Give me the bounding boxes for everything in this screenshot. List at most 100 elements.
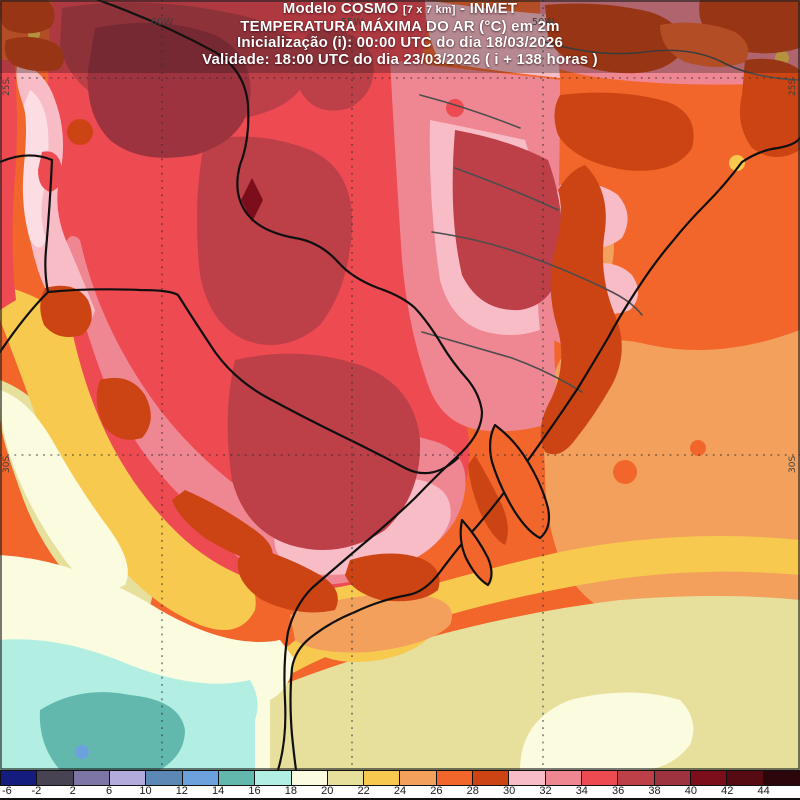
map-frame [0,0,800,770]
temp-region [520,692,694,770]
temp-region [87,22,251,158]
bolivia-border [0,154,54,294]
colorbar-cell [218,771,256,785]
colorbar-cell [509,771,546,785]
temp-region [540,165,622,455]
colorbar-cell [291,771,328,785]
temp-region [270,536,800,674]
colorbar-tick: 18 [284,785,298,797]
paraguay-river-border [96,0,484,770]
bottom-rule [0,798,800,800]
temp-regions [0,0,800,770]
colorbar-cell [727,771,764,785]
temp-region [690,440,706,456]
colorbar-tick: 10 [139,785,152,797]
temp-region [545,3,682,74]
colorbar-tick: 42 [721,785,734,797]
state-border-line [419,94,521,129]
temp-region [0,390,128,590]
colorbar-cell [109,771,147,785]
colorbar-tick: 32 [539,785,552,797]
weather-map: 60W 55W 50W 25S 30S 25S 30S [0,0,800,770]
colorbar-cell [146,771,183,785]
colorbar-tick: 22 [357,785,370,797]
temp-region [38,151,63,192]
colorbar-tick: 24 [393,785,407,797]
temp-region [0,60,17,310]
colorbar-cell [582,771,619,785]
colorbar-cell [763,771,800,785]
temp-region-hotspot [241,178,263,222]
temp-region [425,0,560,78]
coastline-north [740,136,800,164]
temp-region [446,99,464,117]
colorbar-cell [73,771,110,785]
coastline [289,160,744,770]
colorbar-tick: 38 [648,785,661,797]
colorbar-tick: 44 [757,785,770,797]
colorbar-cell [690,771,728,785]
colorbar-tick: 6 [106,785,113,797]
temperature-colorbar [0,770,800,786]
temp-region [297,29,374,111]
temp-region [739,58,800,158]
colorbar-tick-labels: -6 -2 2 6 10 12 14 16 18 20 22 24 26 28 30 32 34 36 38 40 42… [0,785,800,797]
graticule-labels: 60W 55W 50W 25S 30S 25S 30S [2,17,798,473]
lagoon-mirim [459,518,493,587]
colorbar-cell [436,771,474,785]
temp-region [40,285,92,338]
colorbar-cell [654,771,691,785]
temp-region [345,553,440,602]
lat-label-30s-left: 30S [2,456,12,473]
colorbar-tick: 36 [612,785,625,797]
temp-region [39,692,186,770]
state-borders [419,41,800,393]
temp-region [468,455,508,545]
argentina-border [0,288,460,475]
temp-region [660,22,749,68]
lon-label-55w: 55W [341,17,364,28]
colorbar-cell [327,771,365,785]
colorbar-tick: 40 [684,785,698,797]
state-border-line [431,231,643,316]
temp-region [96,377,151,440]
colorbar-cell [182,771,219,785]
temp-region [237,545,338,613]
lon-label-60w: 60W [151,17,174,28]
colorbar-tick: 28 [466,785,479,797]
country-borders [0,0,800,770]
colorbar-tick: 16 [248,785,261,797]
lat-label-25s-right: 25S [788,79,798,96]
lat-label-25s-left: 25S [2,79,12,96]
colorbar-tick: 26 [430,785,443,797]
temp-region [4,36,64,72]
colorbar-cell [255,771,292,785]
colorbar-cell [1,771,38,785]
temp-region [452,130,563,311]
temp-region [67,119,93,145]
colorbar-cell [545,771,582,785]
temp-region [196,136,353,345]
colorbar-tick: 14 [212,785,225,797]
colorbar-tick: 2 [69,785,76,797]
temp-region [613,460,637,484]
temp-region [554,92,694,171]
colorbar-tick: 30 [502,785,516,797]
state-border-line [544,41,800,81]
temp-region [0,0,55,34]
temp-region [75,745,89,759]
colorbar-cell [364,771,401,785]
colorbar-tick: -6 [2,785,12,797]
colorbar-tick: 20 [321,785,334,797]
lagoon-patos [488,423,551,540]
colorbar-cell [37,771,74,785]
colorbar-tick: 34 [575,785,588,797]
colorbar-tick: 12 [175,785,188,797]
colorbar-tick: -2 [31,785,42,797]
graticule [0,0,800,770]
state-border-line [421,331,583,393]
temp-region [22,90,49,248]
temp-region [729,155,745,171]
title-backdrop [0,0,800,73]
